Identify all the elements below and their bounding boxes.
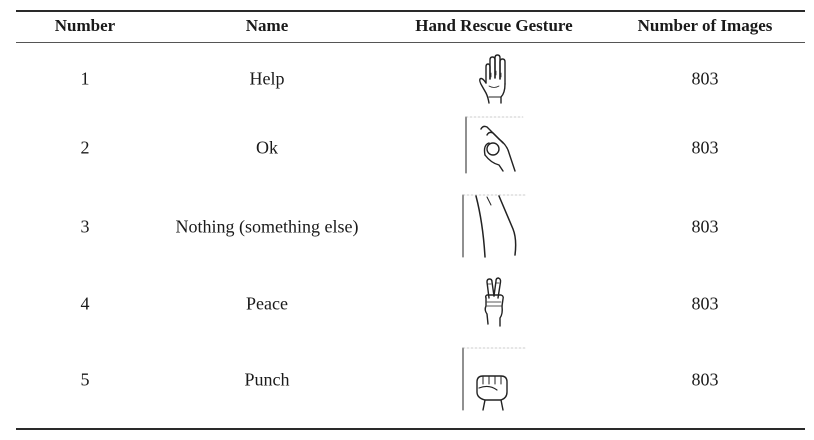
peace-sign-hand-icon [479, 276, 509, 328]
arm-outline-icon [461, 193, 527, 259]
row-number: 3 [80, 216, 90, 237]
row-images: 803 [691, 68, 719, 89]
row-images: 803 [691, 369, 719, 390]
row-number: 4 [80, 293, 90, 314]
row-images: 803 [691, 293, 719, 314]
header-number-of-images: Number of Images [637, 16, 773, 35]
row-name: Help [249, 68, 285, 89]
row-name: Ok [256, 137, 278, 158]
row-images: 803 [691, 137, 719, 158]
row-number: 1 [80, 68, 90, 89]
row-number: 2 [80, 137, 90, 158]
open-palm-hand-icon [477, 53, 511, 105]
row-name: Punch [244, 369, 290, 390]
table-bottom-rule [16, 428, 805, 430]
table-top-rule [16, 10, 805, 12]
header-number: Number [54, 16, 116, 35]
ok-sign-hand-icon [463, 115, 525, 175]
row-number: 5 [80, 369, 90, 390]
row-name: Peace [246, 293, 288, 314]
fist-hand-icon [461, 346, 527, 412]
table-header-rule [16, 42, 805, 43]
header-name: Name [245, 16, 289, 35]
row-name: Nothing (something else) [175, 216, 359, 237]
header-gesture: Hand Rescue Gesture [415, 16, 573, 35]
row-images: 803 [691, 216, 719, 237]
